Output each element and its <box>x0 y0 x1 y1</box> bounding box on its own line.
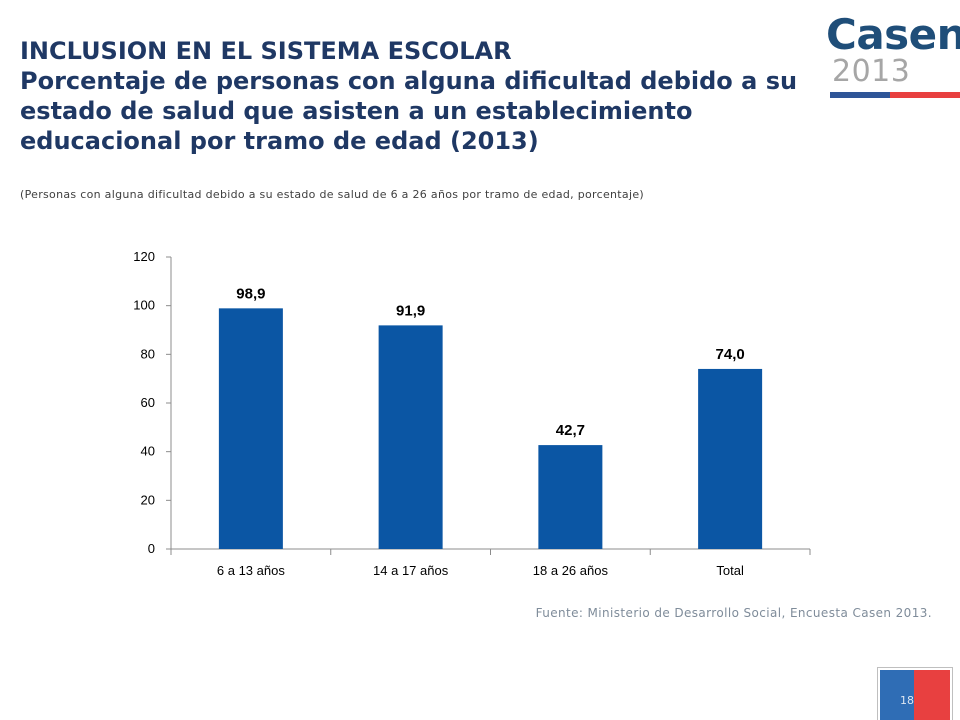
x-category-label: 14 a 17 años <box>373 563 449 578</box>
logo-bar-blue <box>830 92 890 98</box>
y-tick-label: 0 <box>148 541 155 556</box>
bar <box>538 445 603 549</box>
logo-year: 2013 <box>832 54 911 89</box>
bar <box>378 325 443 549</box>
y-tick-label: 20 <box>141 492 155 507</box>
x-category-label: 6 a 13 años <box>217 563 285 578</box>
x-category-label: Total <box>716 563 744 578</box>
badge-frame <box>877 667 953 720</box>
bar-chart: 0 20 40 60 80 100 120 98,9 6 a 13 años 91,9 14 a 1… <box>133 249 811 578</box>
slide-title: INCLUSION EN EL SISTEMA ESCOLAR Porcenta… <box>20 36 820 156</box>
badge-red <box>914 670 950 720</box>
bar <box>698 368 763 549</box>
bar <box>218 308 283 549</box>
chart-subtitle: (Personas con alguna dificultad debido a… <box>20 188 644 201</box>
section-heading: INCLUSION EN EL SISTEMA ESCOLAR <box>20 37 512 65</box>
y-tick-label: 60 <box>141 395 155 410</box>
bar-value-label: 74,0 <box>716 346 745 363</box>
y-tick-label: 40 <box>141 444 155 459</box>
y-tick-label: 120 <box>133 249 155 264</box>
y-tick-label: 80 <box>141 346 155 361</box>
bar-value-label: 42,7 <box>556 422 585 439</box>
page-number: 18 <box>900 694 914 707</box>
logo-word: Casen <box>826 10 960 59</box>
x-category-label: 18 a 26 años <box>533 563 609 578</box>
page-badge: 18 <box>877 667 953 720</box>
bar-value-label: 91,9 <box>396 302 425 319</box>
bar-value-label: 98,9 <box>236 285 265 302</box>
y-tick-label: 100 <box>133 298 155 313</box>
chart-heading: Porcentaje de personas con alguna dificu… <box>20 67 798 155</box>
source-note: Fuente: Ministerio de Desarrollo Social,… <box>535 606 932 620</box>
casen-logo: Casen 2013 <box>826 10 960 100</box>
logo-bar-red <box>890 92 960 98</box>
badge-blue <box>880 670 914 720</box>
